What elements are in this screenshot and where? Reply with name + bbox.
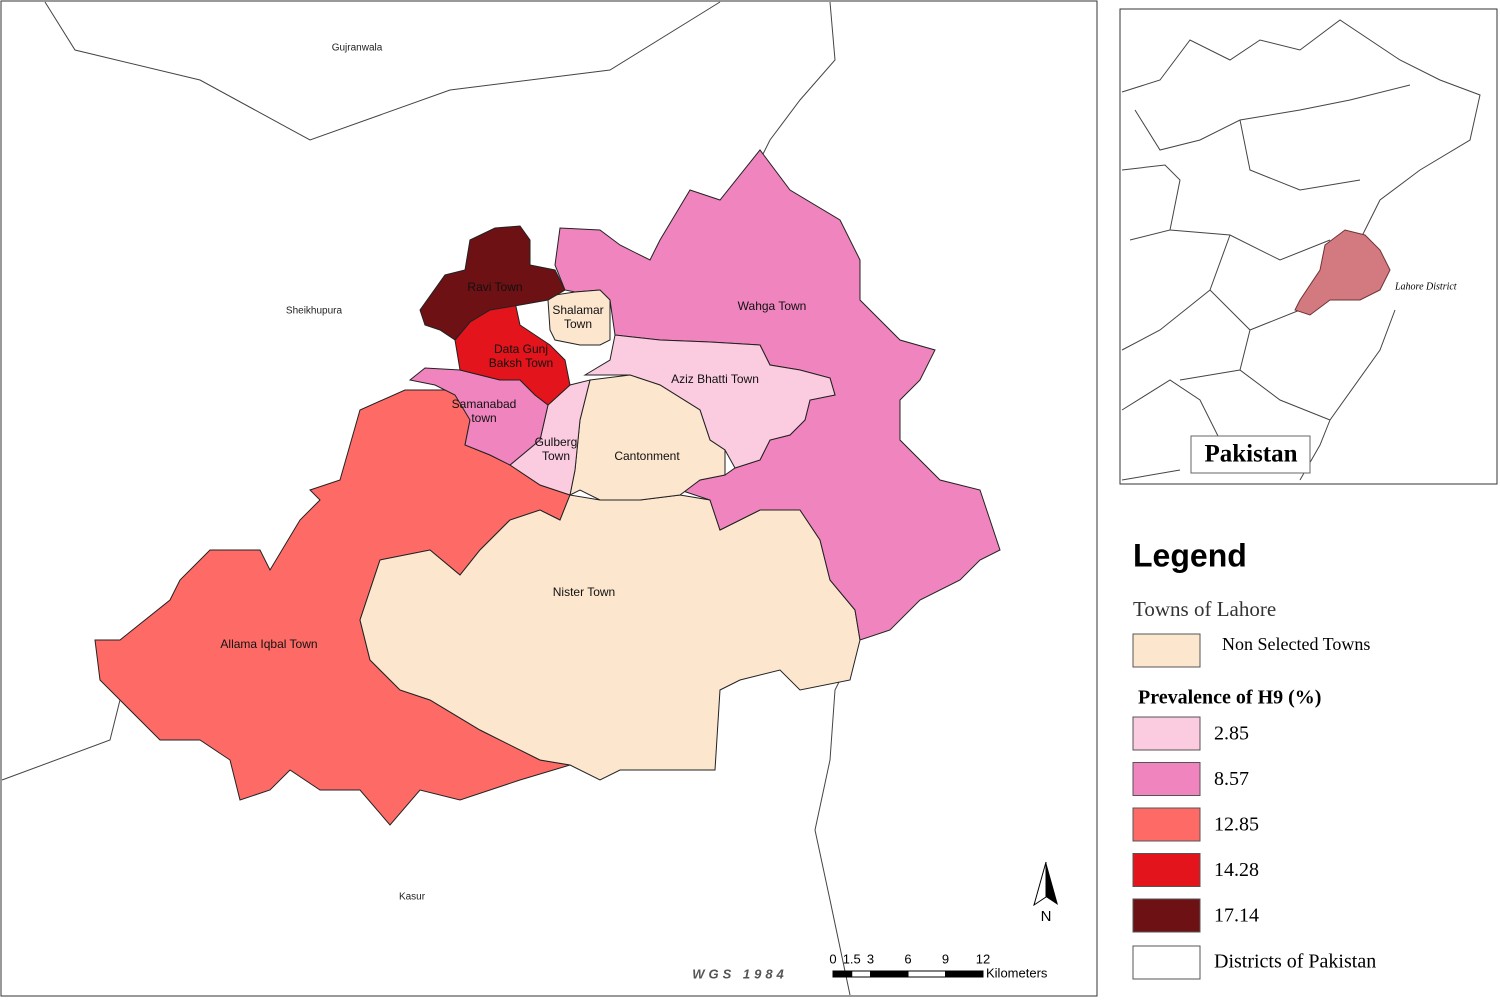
legend-swatch (1132, 945, 1201, 980)
town-label: Samanabad (452, 397, 517, 411)
scale-segment (832, 970, 853, 978)
scale-tick-label: 3 (867, 951, 874, 966)
town-label: town (471, 411, 496, 425)
legend-label: 8.57 (1214, 768, 1249, 790)
district-label: Gujranwala (332, 43, 383, 54)
scale-unit: Kilometers (986, 965, 1048, 980)
scale-segment (870, 970, 909, 978)
legend-group: Towns of Lahore (1133, 597, 1276, 621)
scale-tick-label: 12 (976, 951, 990, 966)
scale-tick-label: 0 (829, 951, 836, 966)
projection: WGS 1984 (692, 966, 788, 981)
scale-tick-label: 9 (942, 951, 949, 966)
legend-label: 17.14 (1214, 905, 1259, 927)
town-label: Shalamar (552, 303, 603, 317)
district-label: Kasur (399, 892, 426, 903)
scale-tick-label: 1.5 (843, 951, 861, 966)
scale-segment (907, 970, 946, 978)
town-label: Gulberg (535, 435, 578, 449)
legend-label: 14.28 (1214, 859, 1259, 881)
north-arrow: N (1033, 861, 1058, 925)
town-label: Baksh Town (489, 356, 553, 370)
legend-label: Districts of Pakistan (1214, 951, 1376, 973)
town-label: Cantonment (614, 449, 680, 463)
legend-label: 12.85 (1214, 814, 1259, 836)
north-label: N (1041, 908, 1052, 925)
scale-tick-label: 6 (904, 951, 911, 966)
legend-swatch (1132, 633, 1201, 668)
legend-swatch (1132, 853, 1201, 887)
town-label: Town (542, 449, 570, 463)
inset-frame (1119, 8, 1498, 485)
legend-label: 2.85 (1214, 723, 1249, 745)
legend-swatch (1132, 762, 1201, 796)
legend-title: Legend (1133, 537, 1247, 573)
towns (94, 149, 1001, 826)
town-label: Ravi Town (467, 280, 522, 294)
town-label: Data Gunj (494, 342, 548, 356)
legend-group: Prevalence of H9 (%) (1138, 687, 1321, 709)
town-label: Aziz Bhatti Town (671, 372, 759, 386)
district-label: Sheikhupura (286, 306, 343, 317)
scale-segment (851, 970, 871, 978)
town-label: Allama Iqbal Town (220, 637, 317, 651)
inset-label: Lahore District (1394, 281, 1457, 292)
town-label: Nister Town (553, 585, 615, 599)
legend-label: Non Selected Towns (1222, 634, 1370, 654)
town-area (547, 289, 611, 346)
legend-swatch (1132, 716, 1201, 751)
town-label: Town (564, 317, 592, 331)
town-label: Wahga Town (738, 299, 807, 313)
scale-segment (945, 970, 984, 978)
town-area (419, 225, 566, 341)
inset-title-box (1190, 435, 1311, 474)
district-boundaries (1, 1, 856, 996)
legend-swatch (1132, 898, 1201, 933)
inset-title: Pakistan (1204, 441, 1297, 468)
legend-swatch (1132, 807, 1201, 842)
inset-boundaries (1121, 19, 1481, 481)
